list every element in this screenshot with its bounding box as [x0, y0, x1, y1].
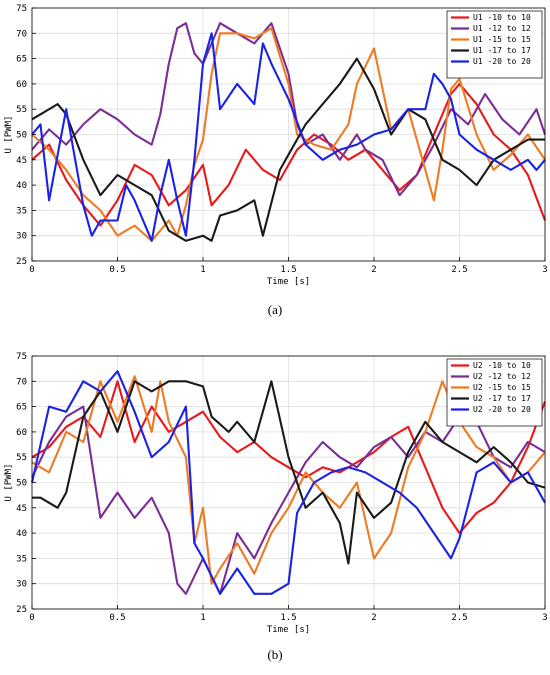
x-tick-label: 0.5 [109, 613, 125, 623]
y-tick-label: 25 [16, 605, 27, 615]
series-line-2 [31, 22, 546, 197]
series-line-5 [31, 32, 546, 242]
chart-panel-a: 0 0.5 1 1.5 2 2.5 3 25 30 35 40 45 50 55 60 65 70 75 Time … [0, 0, 550, 330]
chart-a: 0 0.5 1 1.5 2 2.5 3 25 30 35 40 45 50 55 60 65 70 75 Time … [4, 4, 548, 287]
y-tick-label: 35 [16, 206, 27, 216]
x-tick-label: 2 [371, 613, 376, 623]
x-tick-label: 1.5 [280, 613, 296, 623]
legend-label: U1 -10 to 10 [473, 13, 531, 22]
y-tick-label: 60 [16, 80, 27, 90]
chart-panel-b: 0 0.5 1 1.5 2 2.5 3 25 30 35 40 45 50 55 60 65 70 75 Time … [0, 340, 550, 675]
y-tick-label: 50 [16, 479, 27, 489]
caption-a: (a) [267, 302, 283, 317]
series-line-3 [31, 27, 546, 242]
x-tick-label: 0.5 [109, 265, 125, 275]
y-axis-label: U [PWM] [4, 116, 14, 154]
x-tick-label: 2.5 [451, 265, 467, 275]
y-axis-label: U [PWM] [4, 464, 14, 502]
y-tick-label: 65 [16, 55, 27, 65]
y-tick-label: 30 [16, 580, 27, 590]
legend-label: U2 -15 to 15 [473, 383, 531, 392]
y-tick-label: 40 [16, 529, 27, 539]
series-line-1 [31, 82, 546, 227]
series-line-4 [31, 57, 545, 242]
y-tick-label: 65 [16, 403, 27, 413]
x-tick-label: 2.5 [451, 613, 467, 623]
x-axis-label: Time [s] [267, 625, 310, 635]
legend-label: U1 -20 to 20 [473, 57, 531, 66]
legend-label: U2 -20 to 20 [473, 405, 531, 414]
y-tick-label: 45 [16, 504, 27, 514]
y-tick-label: 60 [16, 428, 27, 438]
series-line-4 [32, 380, 546, 565]
legend-label: U1 -15 to 15 [473, 35, 531, 44]
y-tick-label: 55 [16, 105, 27, 115]
x-tick-label: 1 [200, 613, 205, 623]
legend-label: U2 -17 to 17 [473, 394, 531, 403]
y-tick-label: 45 [16, 156, 27, 166]
y-tick-label: 75 [16, 352, 27, 362]
y-tick-label: 70 [16, 377, 27, 387]
x-tick-label: 2 [371, 265, 376, 275]
x-tick-label: 0 [29, 613, 34, 623]
y-tick-label: 55 [16, 453, 27, 463]
legend-label: U2 -10 to 10 [473, 361, 531, 370]
y-tick-label: 70 [16, 29, 27, 39]
legend-label: U1 -17 to 17 [473, 46, 531, 55]
y-tick-label: 40 [16, 181, 27, 191]
x-tick-label: 1.5 [280, 265, 296, 275]
x-tick-label: 0 [29, 265, 34, 275]
y-tick-label: 30 [16, 232, 27, 242]
legend-label: U2 -12 to 12 [473, 372, 531, 381]
legend-box [446, 10, 543, 79]
y-tick-label: 25 [16, 257, 27, 267]
x-tick-label: 3 [542, 265, 547, 275]
y-tick-label: 35 [16, 554, 27, 564]
legend-label: U1 -12 to 12 [473, 24, 531, 33]
chart-b: 0 0.5 1 1.5 2 2.5 3 25 30 35 40 45 50 55 60 65 70 75 Time … [4, 352, 548, 635]
y-tick-label: 50 [16, 131, 27, 141]
legend-box [446, 358, 543, 427]
series-line-5 [30, 370, 546, 595]
series-line-1 [31, 380, 546, 535]
x-tick-label: 1 [200, 265, 205, 275]
caption-b: (b) [267, 647, 283, 662]
x-tick-label: 3 [542, 613, 547, 623]
y-tick-label: 75 [16, 4, 27, 14]
x-axis-label: Time [s] [267, 277, 310, 287]
